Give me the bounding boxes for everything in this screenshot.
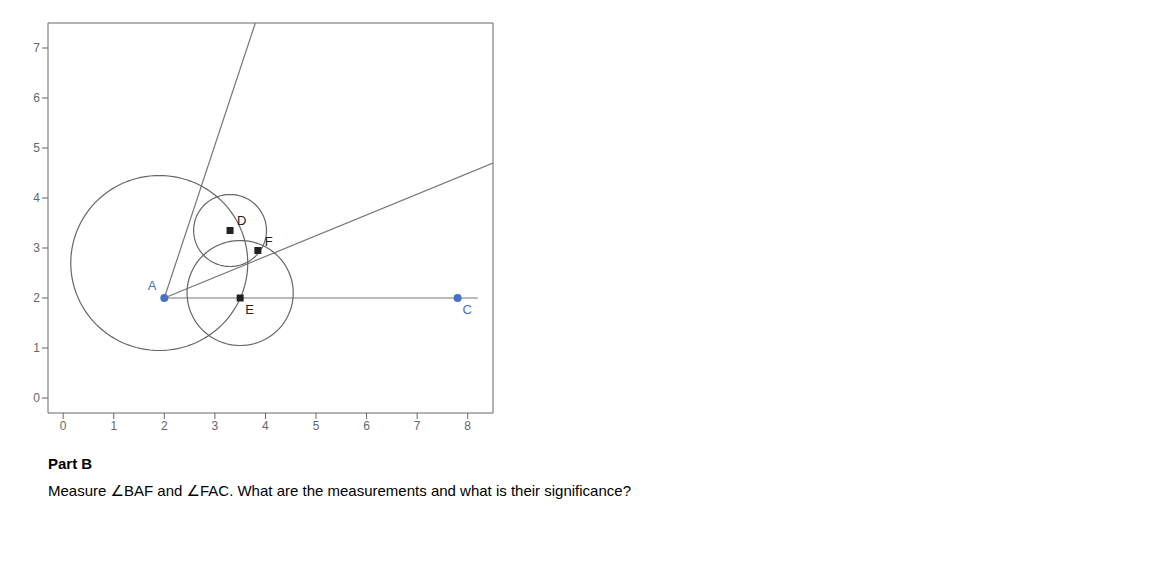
svg-text:1: 1 bbox=[33, 341, 40, 355]
svg-text:1: 1 bbox=[110, 419, 117, 433]
svg-text:5: 5 bbox=[313, 419, 320, 433]
svg-text:6: 6 bbox=[33, 91, 40, 105]
svg-text:3: 3 bbox=[212, 419, 219, 433]
svg-text:2: 2 bbox=[161, 419, 168, 433]
svg-text:0: 0 bbox=[60, 419, 67, 433]
svg-text:2: 2 bbox=[33, 291, 40, 305]
svg-text:8: 8 bbox=[464, 419, 471, 433]
svg-text:F: F bbox=[265, 234, 273, 249]
svg-text:7: 7 bbox=[414, 419, 421, 433]
svg-text:A: A bbox=[148, 278, 157, 293]
svg-text:5: 5 bbox=[33, 141, 40, 155]
svg-text:7: 7 bbox=[33, 41, 40, 55]
svg-text:4: 4 bbox=[262, 419, 269, 433]
svg-text:C: C bbox=[463, 302, 472, 317]
svg-text:0: 0 bbox=[33, 391, 40, 405]
html-text:Measure ∠BAF and ∠FAC. What ar: Measure ∠BAF and ∠FAC. What are the meas… bbox=[48, 482, 631, 499]
svg-text:6: 6 bbox=[363, 419, 370, 433]
html-text:Part B: Part B bbox=[48, 455, 93, 472]
svg-text:D: D bbox=[237, 213, 246, 228]
svg-text:E: E bbox=[245, 302, 254, 317]
svg-text:3: 3 bbox=[33, 241, 40, 255]
svg-text:4: 4 bbox=[33, 191, 40, 205]
